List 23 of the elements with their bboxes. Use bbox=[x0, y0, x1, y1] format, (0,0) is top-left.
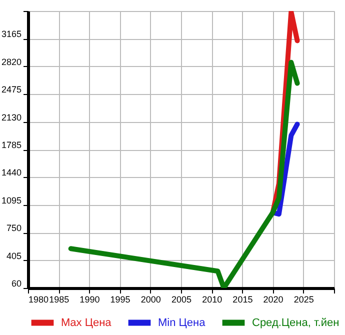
y-tick-label: 1440 bbox=[1, 168, 22, 178]
x-tick-label: 1985 bbox=[49, 294, 70, 304]
y-tick-label: 3165 bbox=[1, 29, 22, 40]
x-tick-label: 1995 bbox=[110, 294, 130, 304]
legend-label: Max Цена bbox=[61, 316, 112, 329]
x-tick-label: 1990 bbox=[80, 294, 100, 304]
x-tick-label: 2005 bbox=[171, 294, 192, 304]
x-tick-label: 2025 bbox=[294, 294, 314, 304]
x-tick-label: 2020 bbox=[263, 294, 284, 304]
legend-label: Min Цена bbox=[158, 316, 206, 329]
y-tick-label: 2820 bbox=[1, 56, 22, 67]
y-tick-label: 405 bbox=[6, 250, 22, 261]
legend-label: Сред.Цена, т.йен bbox=[252, 316, 340, 329]
x-tick-label: 2015 bbox=[232, 294, 253, 304]
x-tick-label: 2000 bbox=[140, 294, 161, 304]
y-tick-label: 60 bbox=[11, 278, 22, 288]
y-tick-label: 2475 bbox=[1, 84, 22, 95]
y-tick-label: 1095 bbox=[1, 195, 22, 206]
x-tick-label: 2010 bbox=[202, 294, 222, 304]
x-tick-label: 1980 bbox=[28, 294, 49, 304]
y-tick-label: 2130 bbox=[1, 112, 22, 122]
y-tick-label: 1785 bbox=[1, 140, 22, 150]
y-tick-label: 750 bbox=[6, 223, 22, 234]
